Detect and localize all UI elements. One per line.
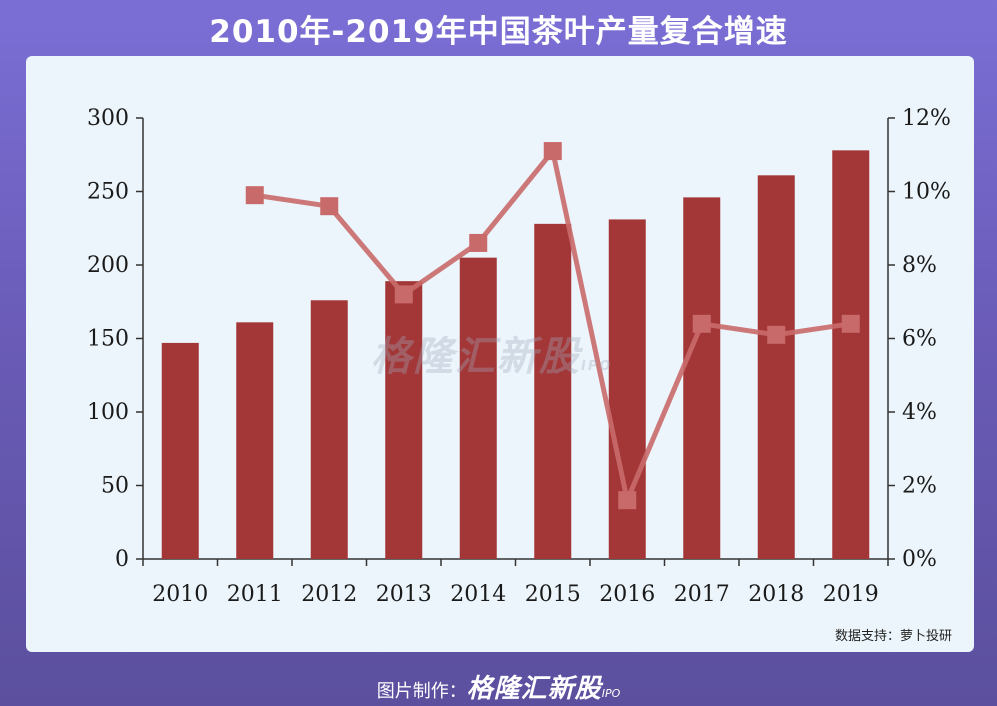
x-tick-label: 2013 [376,582,432,607]
page-title: 2010年-2019年中国茶叶产量复合增速 [209,14,788,50]
footer-suffix: IPO [601,687,621,700]
chart: 0 50 100 150 200 250 300 0% 2% 4% 6% 8% 10% 12% 2010 20… [87,106,951,607]
x-tick-label: 2014 [450,582,506,607]
right-tick-label: 2% [902,474,937,499]
watermark: 格隆汇新股IPO [371,324,612,382]
bar [236,322,274,559]
bar [310,300,348,559]
left-tick-label: 250 [87,180,129,205]
x-tick-label: 2019 [823,582,879,607]
growth-point [245,186,264,205]
bar [683,197,721,559]
bar [459,257,497,559]
chart-card: 0 50 100 150 200 250 300 0% 2% 4% 6% 8% 10% 12% 2010 20… [26,56,974,652]
bar [385,281,423,559]
right-tick-label: 6% [902,327,937,352]
left-tick-label: 0 [115,547,129,572]
right-tick-label: 4% [902,400,937,425]
x-tick-label: 2017 [674,582,730,607]
growth-point [469,233,488,252]
footer-label: 图片制作： [376,681,467,702]
growth-point [618,491,637,510]
left-tick-label: 150 [87,327,129,352]
right-tick-label: 12% [902,106,951,131]
footer-brand: 格隆汇新股 [466,674,602,704]
growth-point [394,285,413,304]
watermark-brand: 格隆汇新股 [371,334,581,380]
growth-point [320,197,339,216]
bar [832,150,870,559]
x-tick-label: 2015 [525,582,581,607]
growth-point [543,142,562,161]
x-tick-label: 2018 [748,582,804,607]
bar [757,175,795,559]
right-tick-label: 10% [902,180,951,205]
left-tick-label: 50 [101,474,129,499]
footer: 图片制作：格隆汇新股IPO [0,668,997,705]
left-tick-label: 200 [87,253,129,278]
right-tick-label: 0% [902,547,937,572]
x-tick-label: 2012 [301,582,357,607]
watermark-suffix: IPO [581,359,613,374]
right-tick-label: 8% [902,253,937,278]
growth-point [841,314,860,333]
bar [534,223,572,559]
growth-point [692,314,711,333]
growth-point [767,325,786,344]
bar [161,342,199,559]
left-tick-label: 300 [87,106,129,131]
source-note: 数据支持：萝卜投研 [834,629,952,644]
x-tick-label: 2011 [227,582,283,607]
x-tick-label: 2010 [152,582,208,607]
x-tick-label: 2016 [599,582,655,607]
left-tick-label: 100 [87,400,129,425]
